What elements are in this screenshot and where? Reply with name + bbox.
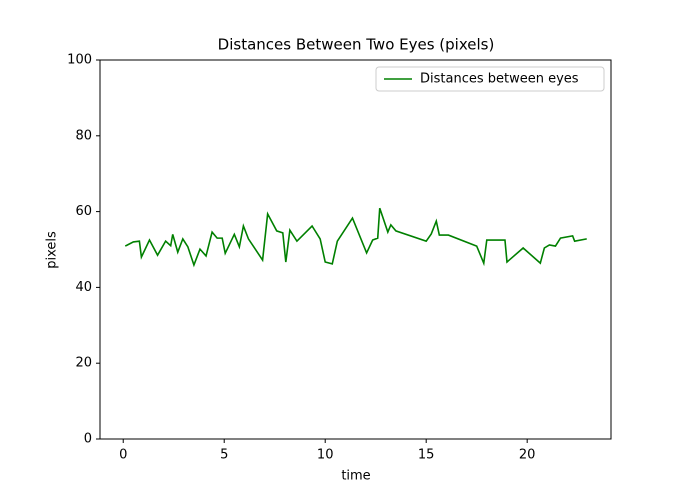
y-tick-label: 0 bbox=[84, 432, 92, 447]
x-tick-label: 15 bbox=[418, 448, 435, 463]
chart-title: Distances Between Two Eyes (pixels) bbox=[218, 36, 495, 54]
y-tick-label: 80 bbox=[75, 128, 92, 143]
y-tick-label: 100 bbox=[67, 53, 92, 68]
y-tick-label: 60 bbox=[75, 204, 92, 219]
x-tick-label: 20 bbox=[519, 448, 536, 463]
legend-label: Distances between eyes bbox=[420, 72, 579, 87]
y-axis-label: pixels bbox=[45, 231, 60, 269]
x-axis-label: time bbox=[341, 469, 370, 484]
y-tick-label: 40 bbox=[75, 280, 92, 295]
x-tick-label: 10 bbox=[317, 448, 334, 463]
legend-box bbox=[375, 66, 605, 92]
x-tick-label: 5 bbox=[220, 448, 228, 463]
x-tick-label: 0 bbox=[119, 448, 127, 463]
data-line bbox=[124, 207, 587, 268]
y-tick-label: 20 bbox=[75, 356, 92, 371]
plot-frame bbox=[99, 59, 612, 440]
